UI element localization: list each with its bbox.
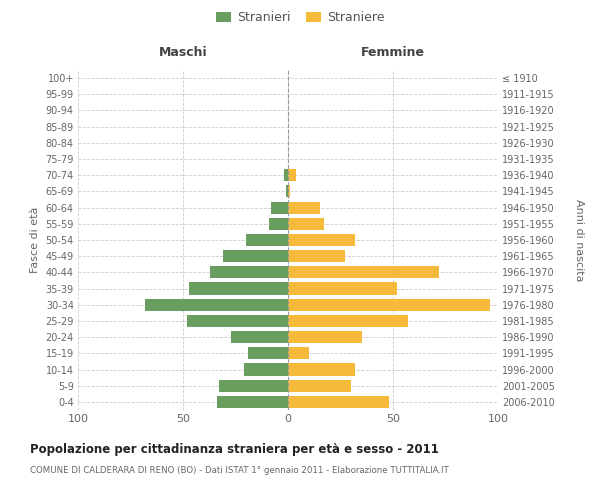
Bar [217, 396, 288, 408]
Bar [286, 186, 288, 198]
Bar [244, 364, 288, 376]
Bar [223, 250, 288, 262]
Bar [284, 169, 288, 181]
Bar [288, 282, 397, 294]
Bar [288, 218, 324, 230]
Bar [288, 250, 345, 262]
Bar [288, 380, 351, 392]
Y-axis label: Anni di nascita: Anni di nascita [574, 198, 584, 281]
Bar [288, 202, 320, 213]
Text: Femmine: Femmine [361, 46, 425, 59]
Bar [187, 315, 288, 327]
Bar [288, 315, 408, 327]
Bar [269, 218, 288, 230]
Bar [248, 348, 288, 360]
Bar [246, 234, 288, 246]
Bar [218, 380, 288, 392]
Bar [145, 298, 288, 311]
Bar [288, 348, 309, 360]
Text: Maschi: Maschi [158, 46, 208, 59]
Bar [288, 331, 361, 343]
Text: Popolazione per cittadinanza straniera per età e sesso - 2011: Popolazione per cittadinanza straniera p… [30, 442, 439, 456]
Bar [288, 169, 296, 181]
Legend: Stranieri, Straniere: Stranieri, Straniere [216, 11, 384, 24]
Bar [288, 234, 355, 246]
Bar [288, 186, 290, 198]
Bar [288, 266, 439, 278]
Bar [210, 266, 288, 278]
Bar [271, 202, 288, 213]
Bar [288, 364, 355, 376]
Bar [232, 331, 288, 343]
Y-axis label: Fasce di età: Fasce di età [30, 207, 40, 273]
Bar [288, 298, 490, 311]
Text: COMUNE DI CALDERARA DI RENO (BO) - Dati ISTAT 1° gennaio 2011 - Elaborazione TUT: COMUNE DI CALDERARA DI RENO (BO) - Dati … [30, 466, 449, 475]
Bar [189, 282, 288, 294]
Bar [288, 396, 389, 408]
